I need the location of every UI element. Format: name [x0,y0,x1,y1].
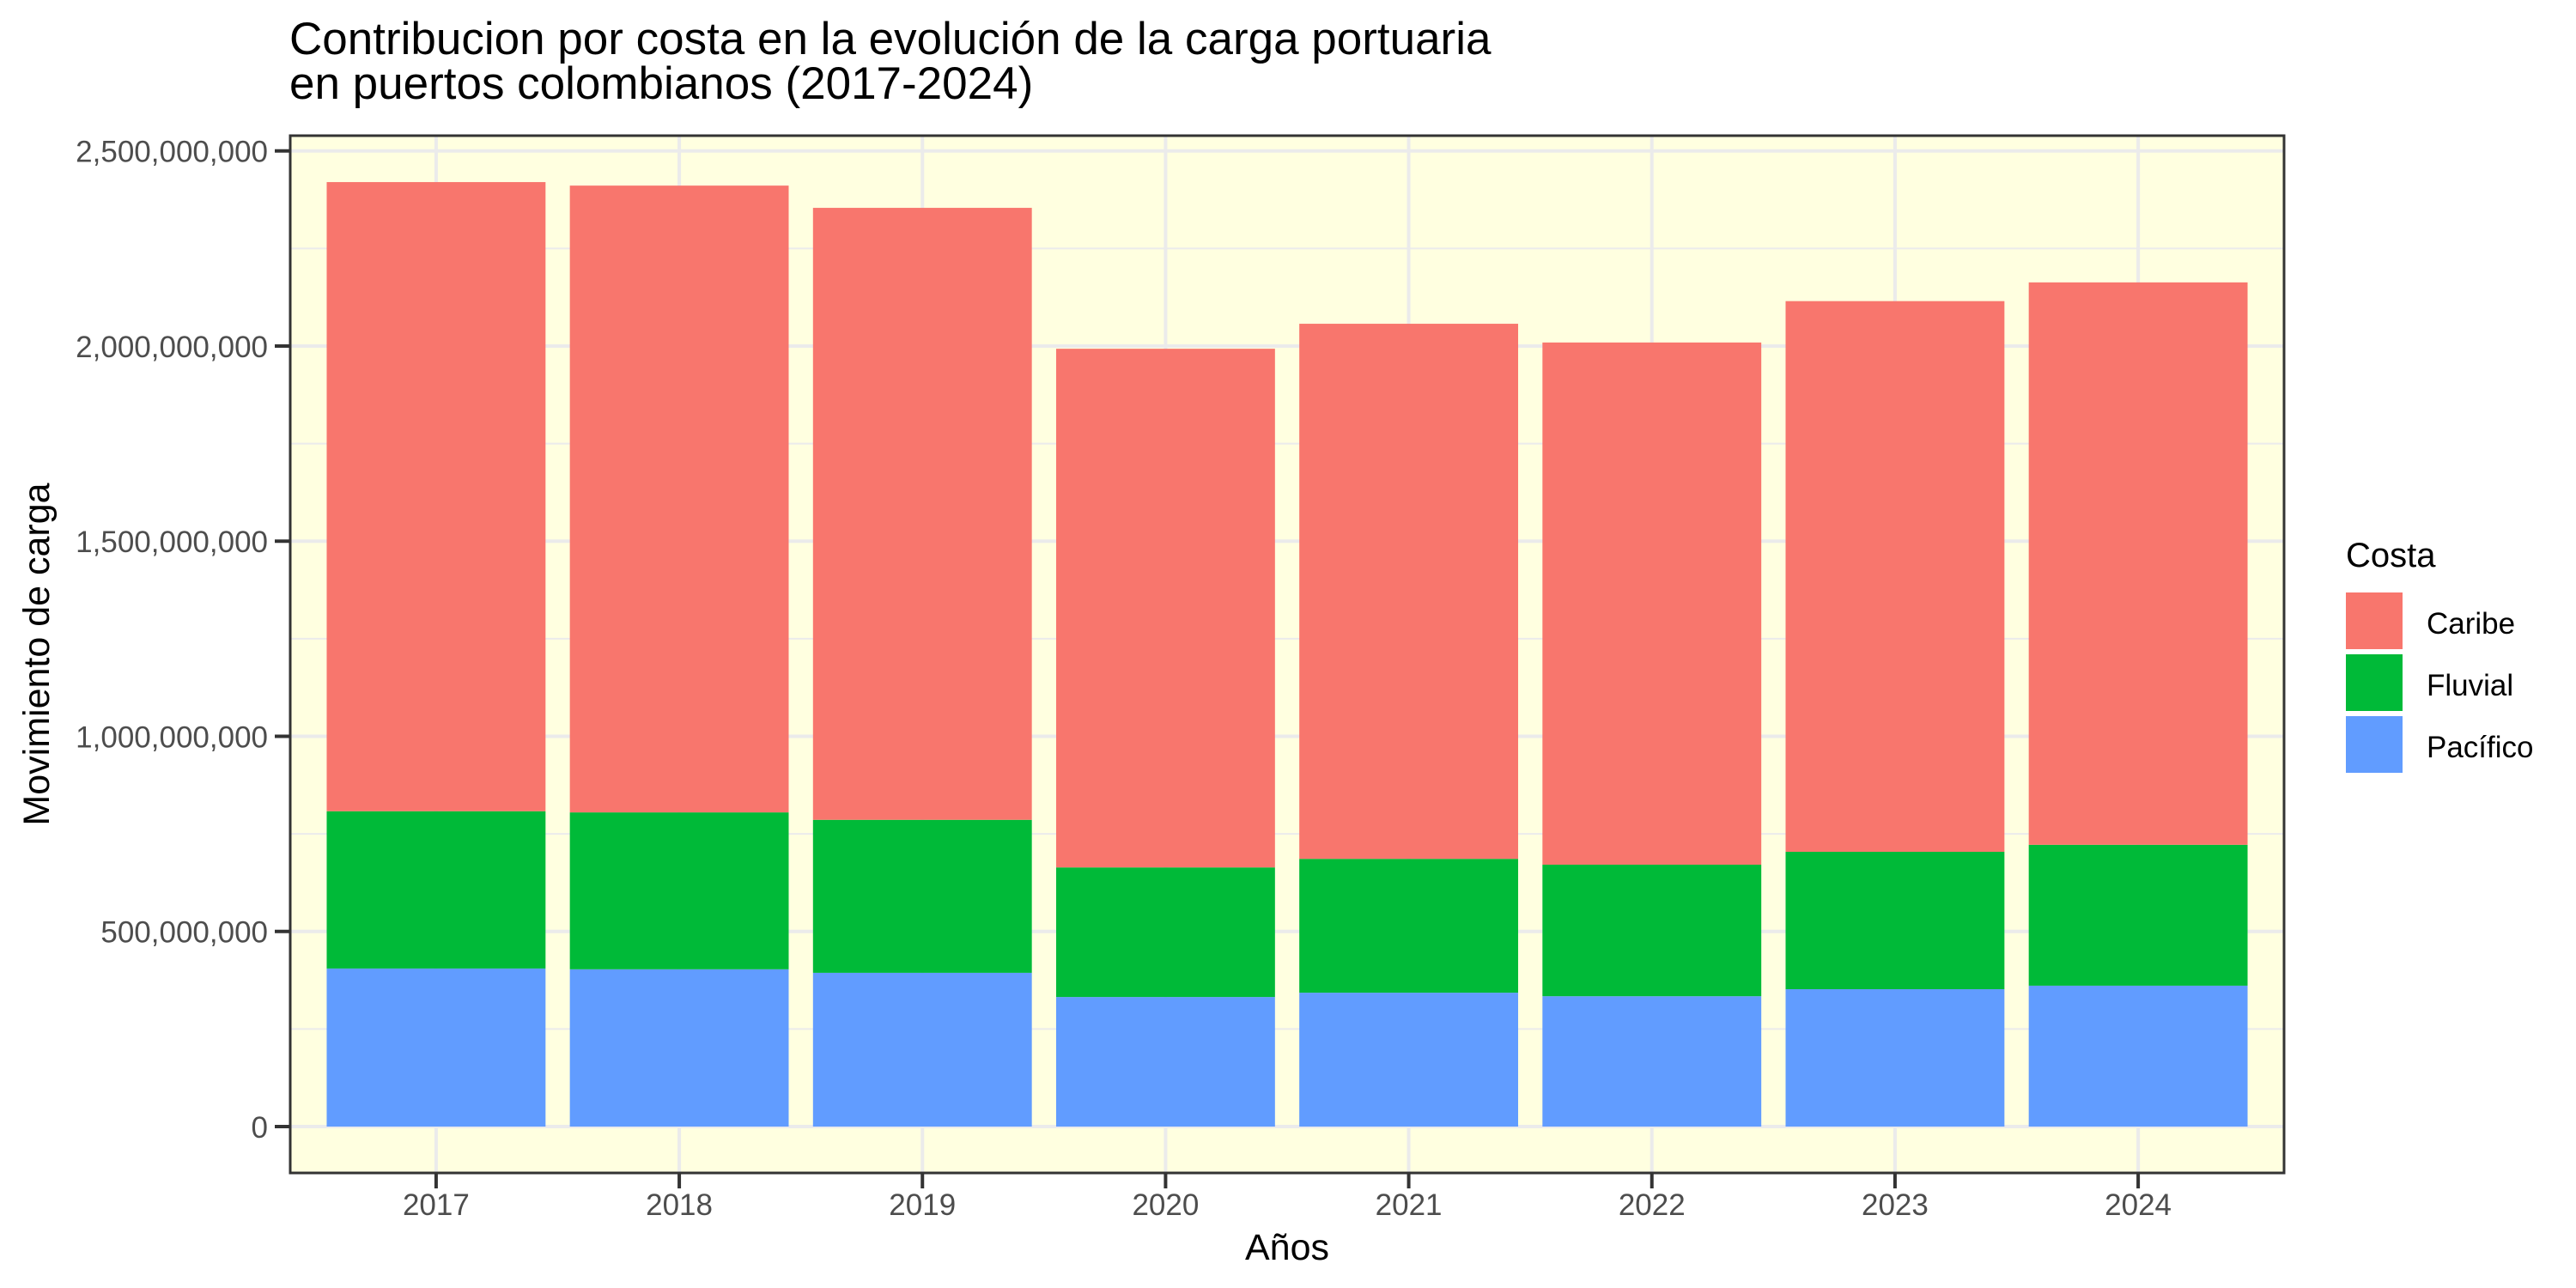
bar-2024-pacifico [2028,985,2248,1127]
bar-2024-caribe [2028,282,2248,845]
chart-title-line-1: Contribucion por costa en la evolución d… [289,14,1492,64]
bar-2023-pacifico [1785,989,2005,1127]
bar-2021-caribe [1299,324,1519,860]
x-tick-label: 2017 [403,1188,470,1222]
x-axis-title: Años [1245,1227,1329,1268]
bar-2023-caribe [1785,301,2005,853]
bar-2018-caribe [569,185,789,813]
bar-2022-caribe [1542,342,1762,866]
bar-2022-pacifico [1542,996,1762,1127]
bar-2017-fluvial [326,811,546,969]
bar-2018-fluvial [569,812,789,969]
x-tick-label: 2021 [1376,1188,1443,1222]
bar-2017-caribe [326,182,546,811]
bar-2019-caribe [812,208,1032,820]
y-axis-title: Movimiento de carga [16,483,58,825]
panel-border [289,134,2286,1175]
bar-2017-pacifico [326,968,546,1127]
bar-2020-fluvial [1055,867,1275,998]
legend: Costa Caribe Fluvial Pacífico [2346,537,2534,773]
bar-2024-fluvial [2028,844,2248,986]
bars [326,182,2248,1127]
legend-key [2346,716,2403,773]
bar-2020-caribe [1055,349,1275,868]
bar-2021-pacifico [1299,993,1519,1127]
y-tick-label: 1,000,000,000 [76,720,268,754]
y-tick-label: 2,000,000,000 [76,331,268,364]
bar-2019-fluvial [812,819,1032,973]
legend-label: Pacífico [2427,731,2534,764]
legend-key [2346,592,2403,649]
y-axis: 0 500,000,000 1,000,000,000 1,500,000,000 2,… [76,136,290,1145]
x-tick-label: 2024 [2105,1188,2172,1222]
bar-2022-fluvial [1542,865,1762,997]
y-tick-label: 500,000,000 [100,916,268,950]
bar-2021-fluvial [1299,859,1519,993]
x-tick-label: 2019 [889,1188,956,1222]
legend-label: Fluvial [2427,669,2513,702]
bar-2023-fluvial [1785,852,2005,990]
x-tick-label: 2023 [1862,1188,1929,1222]
y-tick-label: 1,500,000,000 [76,526,268,559]
bar-2018-pacifico [569,969,789,1127]
y-tick-label: 0 [252,1111,268,1145]
x-axis: 2017 2018 2019 2020 2021 2022 2023 2024 [403,1173,2172,1222]
x-tick-label: 2020 [1132,1188,1199,1222]
legend-key [2346,654,2403,711]
bar-2020-pacifico [1055,997,1275,1127]
x-tick-label: 2018 [646,1188,713,1222]
chart-title-line-2: en puertos colombianos (2017-2024) [289,58,1033,109]
bar-2019-pacifico [812,972,1032,1127]
x-tick-label: 2022 [1619,1188,1686,1222]
legend-title: Costa [2346,537,2436,574]
legend-label: Caribe [2427,607,2515,641]
y-tick-label: 2,500,000,000 [76,136,268,169]
